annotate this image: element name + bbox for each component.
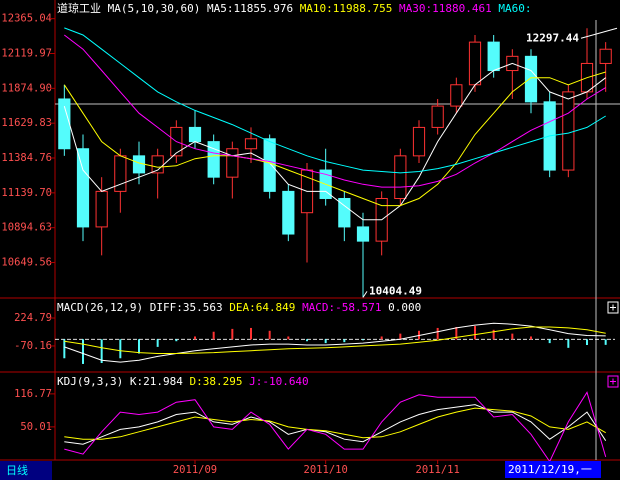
y-tick-label: 224.79 [14,312,52,324]
candle-body [599,48,612,64]
indicator-line [64,391,607,463]
candle-body [338,197,351,228]
candle-body [188,126,202,143]
legend-entry: MA30:11880.461 [399,2,492,15]
legend-entry: DIFF:35.563 [150,301,223,314]
candle-body [450,84,463,107]
indicator-line [64,326,606,354]
plus-icon [610,378,616,385]
indicator-line [63,34,606,188]
indicator-line [64,407,606,440]
legend-entry: D:38.295 [189,375,242,388]
legend-entry: MA60: [498,2,531,15]
kdj-header: KDJ(9,3,3) K:21.984 D:38.295 J:-10.640 [57,375,309,388]
panel-buttons[interactable] [607,301,619,388]
candle-body [76,148,90,228]
candle-body [412,126,426,157]
cursor-date: 2011/12/19,一 [508,463,592,476]
y-tick-label: 10894.63 [1,222,52,234]
legend-entry: MA5:11855.976 [207,2,293,15]
y-tick-label: -70.16 [14,340,52,352]
y-tick-label: 11629.83 [1,117,52,129]
title: MACD(26,12,9) [57,301,143,314]
candle-body [431,105,444,128]
macd-header: MACD(26,12,9) DIFF:35.563 DEA:64.849 MAC… [57,301,421,314]
candle-body [524,55,538,103]
y-tick-label: 116.77 [14,388,52,400]
y-tick-label: 12365.04 [1,13,52,25]
y-tick-label: 11384.76 [1,152,52,164]
title: 道琼工业 [57,1,101,15]
x-tick-label: 2011/09 [173,464,217,476]
y-tick-label: 10649.56 [1,257,52,269]
indicator-line [63,62,607,221]
legend-entry: K:21.984 [130,375,183,388]
legend-entry: MACD:-58.571 [302,301,381,314]
indicator-line [64,404,607,445]
indicator-line [64,27,606,174]
low-annotation: 10404.49 [369,284,422,297]
high-annotation: 12297.44 [526,31,579,44]
annotation-arrow [580,27,618,39]
candle-body [468,41,482,86]
x-tick-label: 2011/11 [416,464,460,476]
cursor-date-box [505,461,601,478]
candle-body [562,91,575,171]
y-tick-label: 12119.97 [1,47,52,59]
candle-body [263,138,276,192]
indicator-line [64,322,606,363]
period-box[interactable] [0,461,52,480]
indicator-line [63,71,606,207]
candle-body [282,190,295,235]
subtitle: MA(5,10,30,60) [108,2,201,15]
candle-body [207,141,220,178]
candle-body [244,138,258,150]
y-tick-label: 50.01 [20,421,52,433]
main-header: 道琼工业 MA(5,10,30,60) MA5:11855.976 MA10:1… [57,1,532,15]
frame [0,0,620,461]
candle-body [226,148,239,178]
period-label[interactable]: 日线 [6,463,28,477]
y-tick-label: 11139.70 [1,187,52,199]
y-tick-label: 11874.90 [1,82,52,94]
legend-entry: DEA:64.849 [229,301,295,314]
legend-entry: MA10:11988.755 [300,2,393,15]
candle-body [95,190,108,228]
legend-entry: J:-10.640 [249,375,309,388]
annotation-arrow [362,291,368,298]
candle-body [394,155,407,199]
zero-label: 0.000 [388,301,421,314]
plot-area: 12365.04 12119.97 11874.90 11629.83 11384.76… [1,13,618,476]
title: KDJ(9,3,3) [57,375,123,388]
candle-body [356,226,370,242]
plus-icon [610,304,616,311]
candle-body [487,41,500,72]
x-tick-label: 2011/10 [304,464,348,476]
